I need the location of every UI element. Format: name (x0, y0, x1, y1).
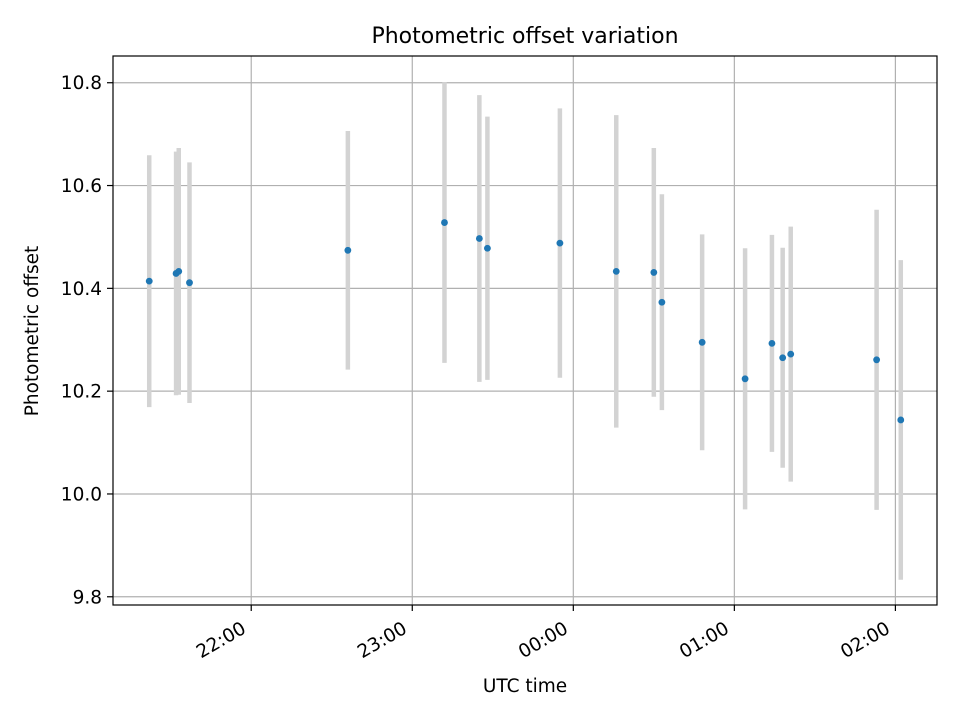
plot-frame (112, 55, 938, 606)
data-point (441, 219, 448, 226)
data-point (698, 338, 706, 346)
y-tick-label: 10.2 (61, 382, 102, 403)
data-point (186, 279, 193, 287)
y-tick-label: 9.8 (73, 587, 102, 608)
x-axis-label: UTC time (483, 676, 567, 697)
data-point (556, 239, 564, 247)
data-points (145, 219, 905, 424)
data-point (897, 416, 905, 424)
data-point (650, 269, 658, 276)
data-point (612, 267, 620, 275)
data-point (787, 350, 795, 358)
data-point (175, 267, 183, 275)
data-point (873, 356, 881, 364)
y-tick-label: 10.0 (61, 484, 102, 505)
data-point (145, 277, 153, 285)
data-point (475, 235, 483, 242)
data-point (344, 246, 352, 254)
data-point (741, 375, 749, 383)
data-point (768, 339, 776, 347)
data-point (779, 354, 787, 362)
data-point (484, 244, 491, 252)
chart-title: Photometric offset variation (371, 24, 678, 49)
y-tick-label: 10.6 (61, 176, 102, 197)
y-axis-label: Photometric offset (22, 246, 43, 417)
grid-lines (113, 56, 937, 605)
y-axis-ticks: 9.8 10.0 10.2 10.4 10.6 10.8 (61, 73, 113, 608)
y-tick-label: 10.8 (61, 73, 102, 94)
y-tick-label: 10.4 (61, 279, 102, 300)
data-point (658, 298, 666, 306)
